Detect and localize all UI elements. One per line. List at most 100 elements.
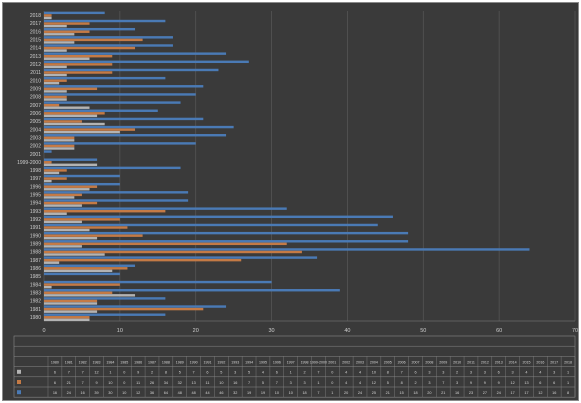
table-value-cell: 8 — [401, 381, 403, 385]
bar-series-1-1997 — [44, 174, 120, 178]
table-value-cell: 48 — [178, 391, 182, 395]
bar-series-1-1984 — [44, 280, 272, 284]
bar-series-2-1999-2000 — [44, 161, 52, 164]
bar-series-2-2016 — [44, 30, 90, 33]
bar-series-1-2010 — [44, 76, 166, 80]
bar-series-2-1987 — [44, 258, 242, 262]
bar-series-2-1982 — [44, 299, 98, 303]
y-category-label: 2006 — [30, 111, 41, 117]
table-value-cell: 5 — [248, 371, 250, 375]
table-value-cell: 10 — [108, 381, 112, 385]
bar-series-1-1993 — [44, 207, 287, 210]
table-value-cell: 6 — [539, 381, 541, 385]
table-value-cell: 17 — [524, 391, 528, 395]
bar-series-2-1988 — [44, 250, 302, 254]
bar-series-3-1987 — [44, 261, 60, 264]
table-value-cell: 16 — [552, 391, 556, 395]
bar-series-2-1990 — [44, 234, 143, 237]
bar-series-2-1986 — [44, 267, 128, 270]
table-value-cell: 1 — [109, 371, 111, 375]
bar-series-3-1982 — [44, 302, 98, 305]
bar-series-2-2018 — [44, 14, 52, 17]
bar-series-2-1998 — [44, 169, 67, 172]
bar-series-3-1983 — [44, 294, 136, 297]
y-category-label: 2004 — [30, 127, 41, 133]
bar-series-3-2006 — [44, 114, 98, 118]
bar-series-3-1994 — [44, 204, 82, 207]
bar-series-2-1980 — [44, 316, 90, 319]
bar-series-1-2012 — [44, 60, 249, 64]
legend-key-swatch — [17, 369, 21, 374]
y-category-label: 2016 — [30, 29, 41, 35]
table-value-cell: 7 — [248, 381, 250, 385]
bar-series-2-2014 — [44, 46, 136, 50]
table-value-cell: 48 — [192, 391, 196, 395]
bar-series-1-2011 — [44, 68, 219, 72]
bar-series-3-1993 — [44, 212, 67, 215]
bar-series-3-2018 — [44, 16, 52, 20]
table-value-cell: 9 — [484, 381, 486, 385]
bar-series-1-2009 — [44, 85, 204, 88]
bar-series-1-1989 — [44, 240, 409, 243]
y-category-label: 2005 — [30, 119, 41, 125]
table-value-cell: 8 — [567, 391, 569, 395]
bar-series-2-2002 — [44, 144, 75, 148]
y-category-label: 2010 — [30, 78, 41, 84]
table-value-cell: 11 — [136, 381, 140, 385]
table-value-cell: 15 — [400, 391, 404, 395]
bar-series-1-1990 — [44, 231, 409, 235]
bar-series-3-2005 — [44, 122, 105, 126]
table-value-cell: 4 — [262, 371, 264, 375]
bar-series-1-1983 — [44, 289, 340, 292]
bar-series-3-1984 — [44, 285, 52, 289]
table-value-cell: 39 — [94, 391, 98, 395]
y-category-label: 1982 — [30, 299, 41, 305]
bar-series-3-2012 — [44, 65, 67, 69]
table-value-cell: 32 — [178, 381, 182, 385]
table-header-cell: 1988 — [162, 360, 170, 364]
table-value-cell: 4 — [345, 381, 347, 385]
table-value-cell: 7 — [193, 371, 195, 375]
table-value-cell: 24 — [67, 391, 71, 395]
bar-series-3-2011 — [44, 73, 67, 77]
table-value-cell: 6 — [498, 371, 500, 375]
bar-series-2-2017 — [44, 22, 90, 25]
bar-series-3-1998 — [44, 171, 60, 175]
table-header-cell: 1993 — [231, 360, 239, 364]
table-value-cell: 24 — [497, 391, 501, 395]
y-category-label: 2008 — [30, 95, 41, 101]
table-header-cell: 1997 — [287, 360, 295, 364]
bar-series-1-1994 — [44, 199, 189, 202]
bar-series-3-1988 — [44, 253, 105, 256]
bar-series-3-1981 — [44, 310, 98, 313]
bar-series-2-1991 — [44, 226, 128, 229]
bar-series-3-1997 — [44, 179, 52, 183]
table-value-cell: 0 — [331, 381, 333, 385]
table-value-cell: 1 — [331, 391, 333, 395]
bar-series-1-2003 — [44, 134, 227, 137]
table-value-cell: 2 — [414, 381, 416, 385]
x-tick-label: 40 — [344, 328, 350, 334]
table-header-cell: 1981 — [65, 360, 73, 364]
legend-key-swatch — [17, 390, 21, 395]
table-value-cell: 21 — [386, 391, 390, 395]
bar-series-3-2014 — [44, 49, 67, 52]
bar-series-3-1999-2000 — [44, 163, 98, 167]
table-value-cell: 64 — [164, 391, 168, 395]
table-value-cell: 3 — [428, 371, 430, 375]
table-value-cell: 20 — [344, 391, 348, 395]
table-value-cell: 19 — [261, 391, 265, 395]
y-category-label: 1998 — [30, 168, 41, 174]
table-value-cell: 7 — [442, 381, 444, 385]
table-value-cell: 10 — [122, 391, 126, 395]
table-value-cell: 0 — [123, 371, 125, 375]
y-category-label: 2014 — [30, 46, 41, 52]
table-header-cell: 2009 — [439, 360, 447, 364]
table-value-cell: 8 — [165, 371, 167, 375]
bar-series-3-1995 — [44, 196, 75, 199]
bar-series-3-2010 — [44, 82, 60, 85]
y-category-label: 1993 — [30, 209, 41, 215]
table-header-cell: 2008 — [425, 360, 433, 364]
y-category-label: 1990 — [30, 233, 41, 239]
x-tick-label: 10 — [117, 328, 123, 334]
